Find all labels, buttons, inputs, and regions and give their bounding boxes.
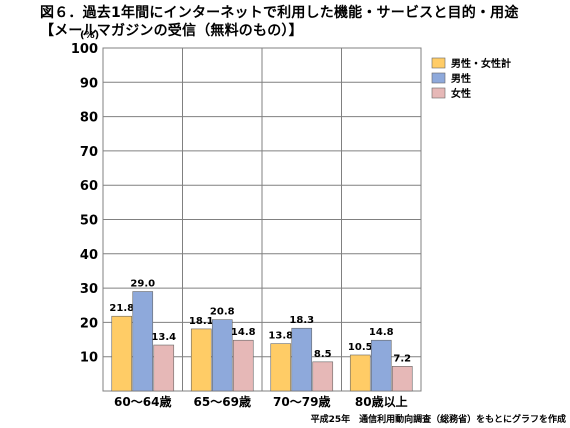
legend-label: 男性 [451, 72, 471, 85]
data-label: 18.1 [189, 316, 214, 327]
x-tick-label: 65～69歳 [194, 394, 251, 409]
y-tick-label: 90 [80, 76, 98, 91]
bar [232, 339, 254, 392]
plot-area [102, 47, 422, 392]
x-tick-label: 80歳以上 [355, 394, 408, 409]
data-label: 29.0 [130, 279, 155, 290]
data-label: 20.8 [210, 307, 235, 318]
y-tick-label: 60 [80, 179, 98, 194]
x-tick-label: 70～79歳 [273, 394, 330, 409]
bar [211, 319, 233, 392]
data-label: 10.5 [348, 342, 373, 353]
bar [391, 366, 413, 392]
y-tick-label: 20 [80, 316, 98, 331]
bar [111, 315, 133, 392]
bar [291, 327, 313, 392]
bar [349, 354, 371, 392]
bar [190, 328, 212, 392]
y-tick-label: 40 [80, 248, 98, 263]
y-axis-label: (%) [80, 30, 99, 41]
y-tick-label: 80 [80, 111, 98, 126]
data-label: 8.5 [314, 349, 332, 360]
bar [312, 361, 334, 392]
legend-swatch [431, 87, 446, 99]
data-label: 14.8 [231, 327, 256, 338]
y-tick-label: 70 [80, 145, 98, 160]
data-label: 13.8 [268, 331, 293, 342]
y-tick-label: 100 [71, 42, 98, 57]
bar [270, 343, 292, 392]
legend-label: 女性 [451, 87, 471, 100]
chart-title-line2: 【メールマガジンの受信（無料のもの）】 [40, 23, 303, 39]
bar [132, 291, 154, 392]
data-label: 14.8 [369, 327, 394, 338]
y-tick-label: 30 [80, 282, 98, 297]
chart-title-line1: 図６．過去1年間にインターネットで利用した機能・サービスと目的・用途 [40, 5, 519, 21]
bar [370, 339, 392, 392]
data-label: 21.8 [109, 303, 134, 314]
source-note: 平成25年 通信利用動向調査（総務省）をもとにグラフを作成 [310, 415, 566, 425]
legend-label: 男性・女性計 [451, 57, 511, 70]
data-label: 18.3 [289, 315, 314, 326]
x-tick-label: 60～64歳 [114, 394, 171, 409]
legend-swatch [431, 57, 446, 69]
bar [153, 344, 175, 392]
y-tick-label: 50 [80, 214, 98, 229]
data-label: 13.4 [151, 332, 176, 343]
legend-swatch [431, 72, 446, 84]
data-label: 7.2 [393, 353, 411, 364]
y-tick-label: 10 [80, 351, 98, 366]
